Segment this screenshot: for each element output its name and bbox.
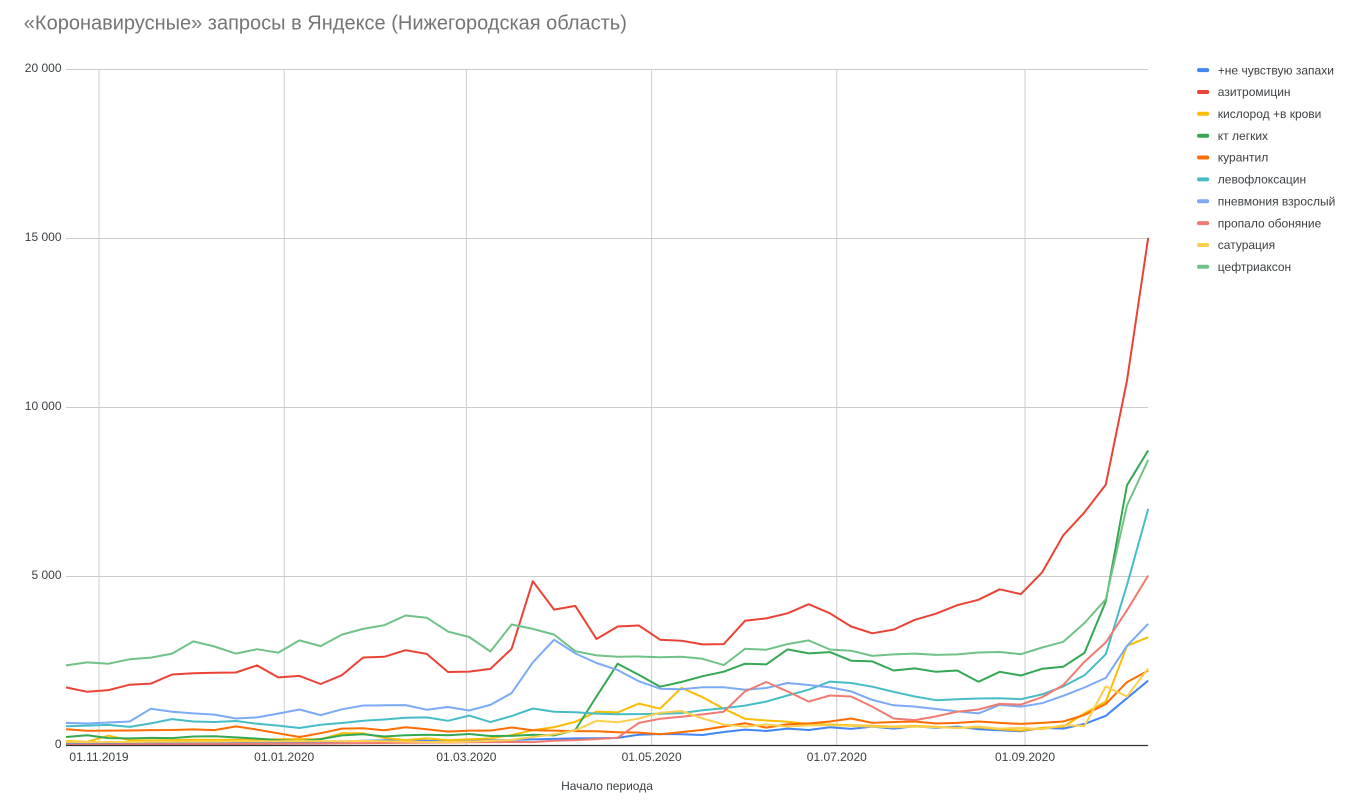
svg-text:левофлоксацин: левофлоксацин bbox=[1218, 173, 1306, 187]
svg-text:01.03.2020: 01.03.2020 bbox=[436, 750, 496, 764]
svg-text:азитромицин: азитромицин bbox=[1218, 85, 1291, 99]
svg-text:пропало обоняние: пропало обоняние bbox=[1218, 216, 1322, 230]
svg-text:20 000: 20 000 bbox=[25, 61, 62, 75]
svg-text:Начало периода: Начало периода bbox=[561, 779, 653, 793]
svg-text:01.11.2019: 01.11.2019 bbox=[69, 750, 128, 764]
svg-text:10 000: 10 000 bbox=[25, 399, 62, 413]
svg-text:01.05.2020: 01.05.2020 bbox=[622, 750, 682, 764]
svg-text:+не чувствую запахи: +не чувствую запахи bbox=[1218, 63, 1334, 77]
svg-text:01.07.2020: 01.07.2020 bbox=[807, 750, 867, 764]
svg-text:кт легких: кт легких bbox=[1218, 129, 1268, 143]
svg-text:01.09.2020: 01.09.2020 bbox=[995, 750, 1055, 764]
svg-text:5 000: 5 000 bbox=[31, 568, 61, 582]
svg-text:0: 0 bbox=[55, 737, 62, 751]
svg-text:курантил: курантил bbox=[1218, 151, 1268, 165]
svg-text:кислород +в крови: кислород +в крови bbox=[1218, 107, 1322, 121]
svg-text:цефтриаксон: цефтриаксон bbox=[1218, 260, 1291, 274]
svg-text:сатурация: сатурация bbox=[1218, 238, 1275, 252]
svg-text:01.01.2020: 01.01.2020 bbox=[254, 750, 314, 764]
svg-text:15 000: 15 000 bbox=[25, 230, 62, 244]
svg-text:пневмония взрослый: пневмония взрослый bbox=[1218, 194, 1336, 208]
svg-text:«Коронавирусные» запросы в Янд: «Коронавирусные» запросы в Яндексе (Ниже… bbox=[24, 13, 627, 35]
